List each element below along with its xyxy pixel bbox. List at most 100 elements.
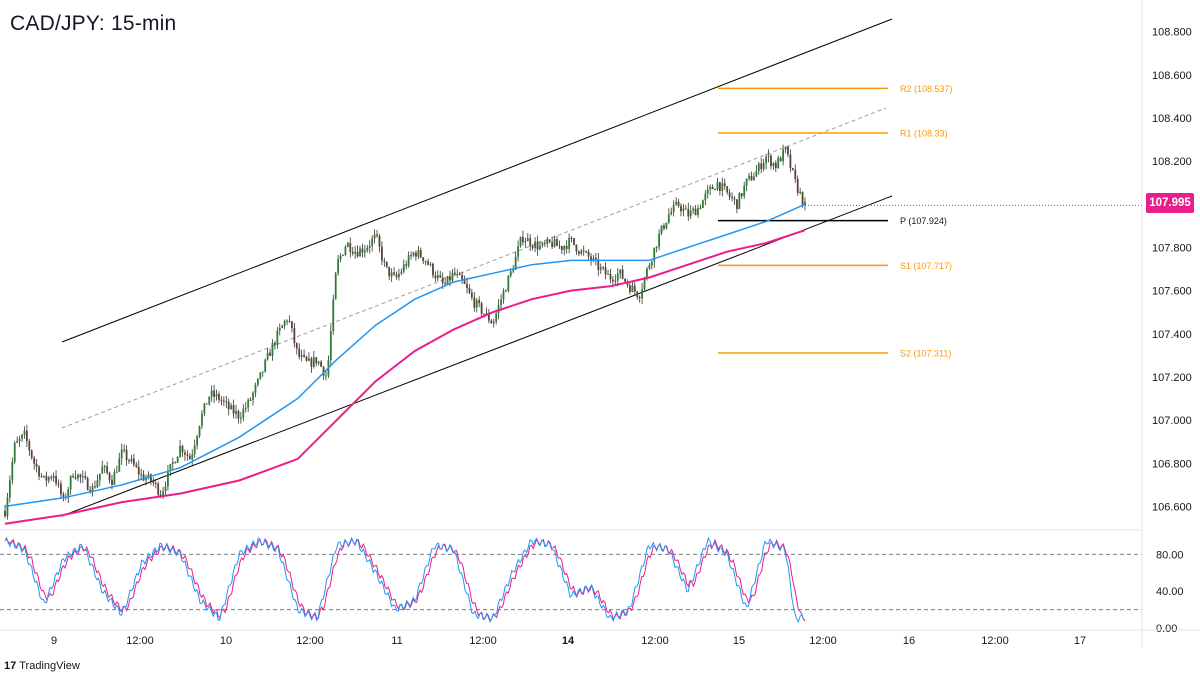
time-tick-label: 12:00 (296, 635, 324, 647)
time-tick-label: 10 (220, 635, 232, 647)
candle-body (641, 289, 643, 299)
candle-body (439, 275, 442, 278)
stoch-tick-label: 0.00 (1156, 623, 1177, 635)
candle-body (154, 482, 157, 484)
candle-body (308, 358, 310, 361)
candle-body (663, 225, 665, 229)
price-tick-label: 107.600 (1152, 286, 1192, 298)
candle-body (633, 285, 636, 292)
candle-body (16, 441, 19, 443)
candle-body (393, 272, 395, 275)
candle-body (249, 399, 252, 401)
candle-body (274, 342, 276, 345)
candle-body (514, 256, 517, 270)
candle-body (748, 175, 750, 179)
candle-body (670, 211, 673, 215)
chart-title: CAD/JPY: 15-min (10, 12, 177, 35)
candle-body (699, 207, 702, 209)
candle-body (203, 403, 206, 414)
candle-body (801, 191, 804, 205)
candle-body (77, 474, 79, 479)
candle-body (354, 251, 357, 254)
candle-body (322, 366, 325, 376)
candle-body (67, 489, 70, 498)
candle-body (490, 320, 493, 324)
candle-body (723, 183, 726, 187)
candle-body (137, 466, 140, 475)
candle-body (303, 354, 305, 357)
candle-body (33, 457, 36, 464)
candle-body (612, 279, 614, 282)
candle-body (162, 491, 164, 497)
candle-body (429, 263, 432, 265)
candle-body (332, 299, 335, 332)
candle-body (444, 283, 447, 285)
candle-body (176, 456, 179, 463)
candle-body (422, 257, 425, 262)
candle-body (655, 246, 658, 248)
candle-body (167, 470, 169, 487)
candle-body (142, 474, 145, 481)
candle-body (4, 510, 6, 517)
candle-body (575, 244, 578, 252)
candle-body (315, 357, 318, 364)
ma-fast-line (4, 203, 806, 508)
candle-body (765, 156, 767, 163)
candle-body (30, 450, 33, 458)
candle-body (149, 474, 152, 481)
candle-body (434, 275, 437, 279)
candle-body (259, 372, 262, 379)
candle-body (599, 267, 602, 270)
candle-body (779, 157, 782, 162)
candle-body (118, 458, 121, 472)
candle-body (252, 392, 254, 400)
candle-body (653, 247, 656, 262)
candle-body (55, 475, 57, 484)
candle-body (667, 214, 670, 223)
candle-body (111, 479, 113, 485)
candle-body (631, 285, 634, 293)
candle-body (210, 390, 213, 397)
candle-body (159, 494, 162, 497)
candle-body (293, 328, 296, 344)
time-tick-label: 11 (391, 635, 402, 647)
candle-body (169, 463, 172, 471)
candle-body (50, 477, 53, 479)
candle-body (701, 200, 704, 209)
candle-body (52, 475, 55, 479)
candle-body (6, 497, 9, 517)
stoch-tick-label: 40.00 (1156, 586, 1184, 598)
candle-body (772, 162, 775, 167)
candle-body (291, 321, 293, 329)
time-tick-label: 16 (903, 635, 915, 647)
candle-body (72, 475, 74, 478)
candle-body (551, 242, 554, 247)
candle-body (558, 245, 561, 247)
candle-body (373, 234, 376, 239)
candle-body (94, 486, 96, 488)
candle-body (115, 471, 118, 473)
candle-body (320, 361, 323, 367)
candle-body (502, 290, 505, 300)
candle-body (794, 169, 797, 179)
candle-body (298, 348, 301, 357)
candle-body (682, 208, 685, 212)
candle-body (456, 273, 459, 275)
candle-body (580, 250, 583, 254)
time-tick-label: 12:00 (641, 635, 669, 647)
candle-body (755, 170, 758, 177)
candle-body (79, 474, 82, 478)
candle-body (704, 193, 707, 201)
candle-body (432, 263, 434, 276)
candle-body (609, 273, 612, 280)
candle-body (378, 235, 381, 247)
candle-body (419, 250, 422, 258)
candle-body (534, 241, 536, 248)
candle-body (60, 483, 62, 495)
candle-body (478, 300, 481, 304)
candle-body (762, 162, 765, 170)
price-tick-label: 107.200 (1152, 372, 1192, 384)
candle-body (548, 239, 551, 243)
time-tick-label: 17 (1074, 635, 1086, 647)
